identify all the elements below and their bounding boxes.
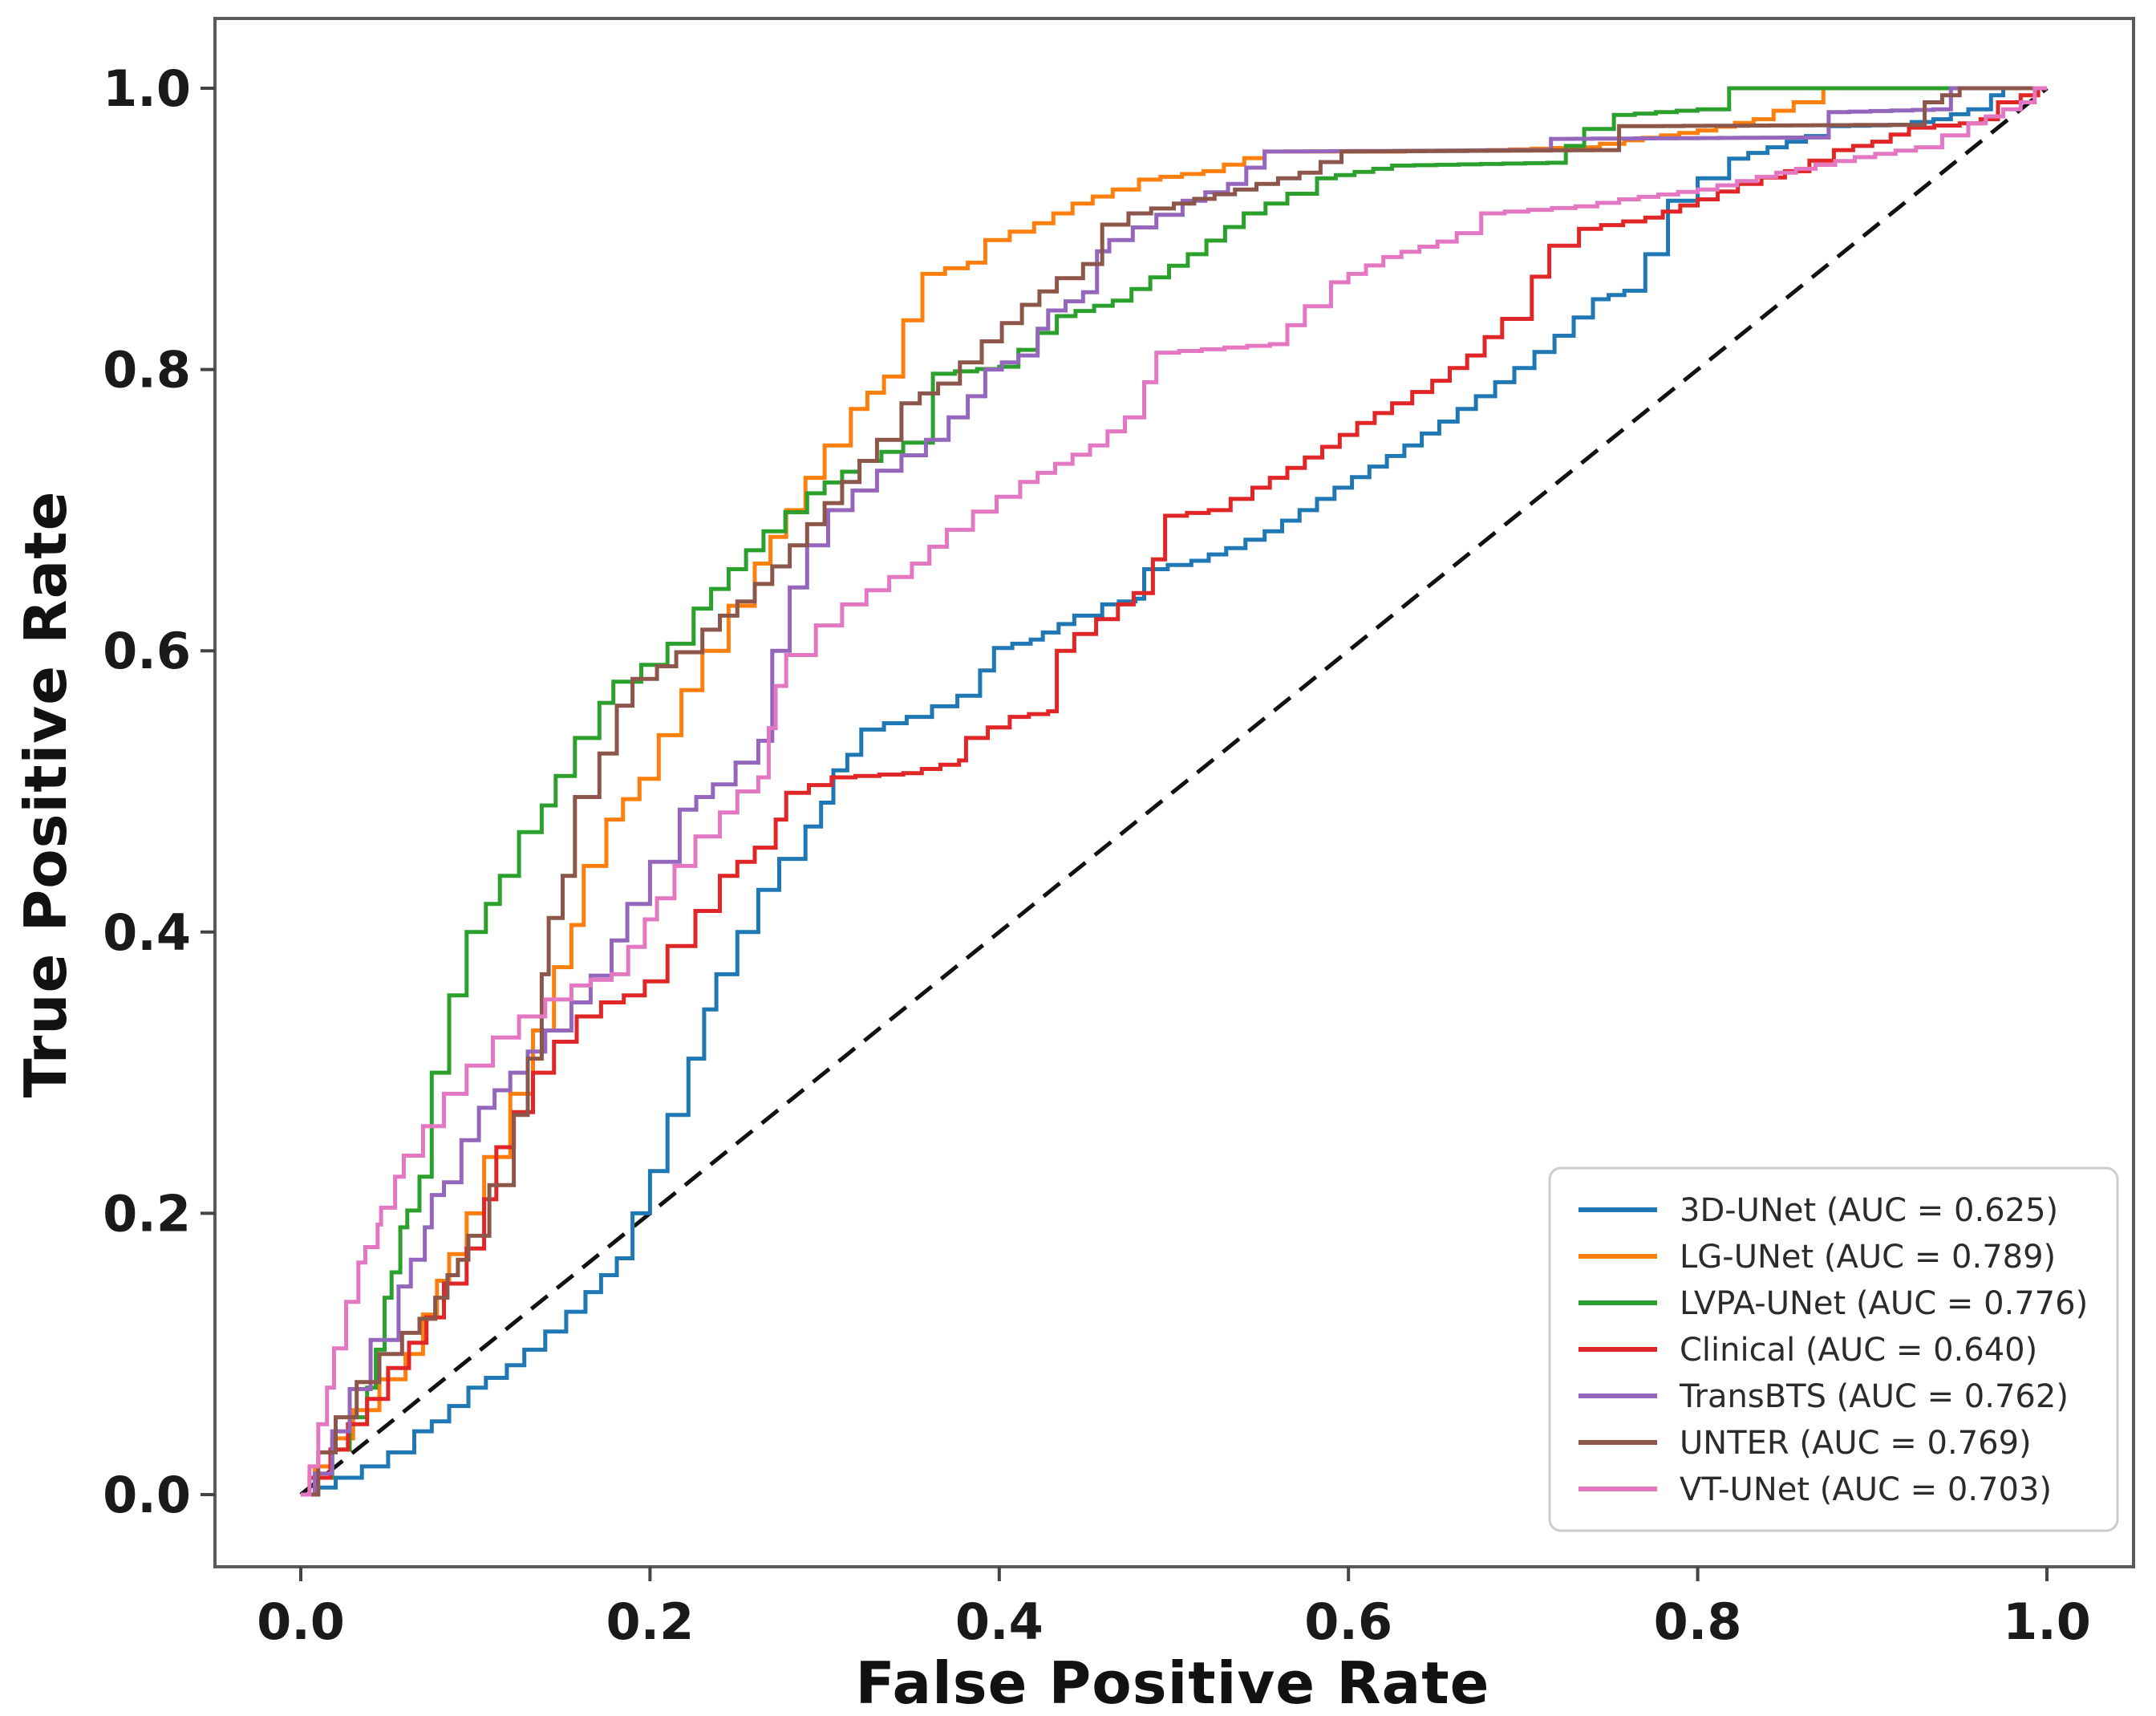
legend-label-vt-unet: VT-UNet (AUC = 0.703) — [1680, 1471, 2052, 1508]
roc-curve-lg-unet — [301, 86, 2047, 1497]
roc-curve-unter — [301, 86, 2047, 1497]
x-tick-label: 0.8 — [1654, 1592, 1742, 1651]
legend-label-clinical: Clinical (AUC = 0.640) — [1680, 1332, 2037, 1369]
y-tick-label: 1.0 — [103, 59, 191, 118]
y-tick-label: 0.2 — [103, 1184, 191, 1243]
legend-label-unter: UNTER (AUC = 0.769) — [1680, 1425, 2032, 1462]
legend-box — [1548, 1166, 2119, 1532]
x-tick-label: 0.2 — [606, 1592, 694, 1651]
legend-label-transbts: TransBTS (AUC = 0.762) — [1679, 1378, 2069, 1415]
x-axis-label: False Positive Rate — [855, 1649, 1490, 1716]
y-tick-label: 0.0 — [103, 1466, 191, 1524]
y-tick-label: 0.6 — [103, 622, 191, 680]
roc-curve-clinical — [301, 86, 2047, 1497]
y-tick-label: 0.4 — [103, 903, 191, 962]
x-tick-label: 0.6 — [1304, 1592, 1392, 1651]
y-axis-label: True Positive Rate — [12, 490, 79, 1098]
roc-curve-vt-unet — [301, 86, 2047, 1497]
y-tick-label: 0.8 — [103, 341, 191, 400]
chance-diagonal-line — [299, 87, 2049, 1496]
x-tick-label: 0.4 — [955, 1592, 1044, 1651]
legend-label-lg-unet: LG-UNet (AUC = 0.789) — [1680, 1239, 2056, 1276]
x-tick-label: 0.0 — [257, 1592, 345, 1651]
plot-spines — [213, 17, 2135, 1568]
roc-curve-3d-unet — [301, 86, 2047, 1497]
x-tick-label: 1.0 — [2003, 1592, 2091, 1651]
legend-label-lvpa-unet: LVPA-UNet (AUC = 0.776) — [1680, 1285, 2088, 1322]
roc-curve-transbts — [301, 86, 2047, 1497]
legend-label-3d-unet: 3D-UNet (AUC = 0.625) — [1680, 1192, 2058, 1229]
